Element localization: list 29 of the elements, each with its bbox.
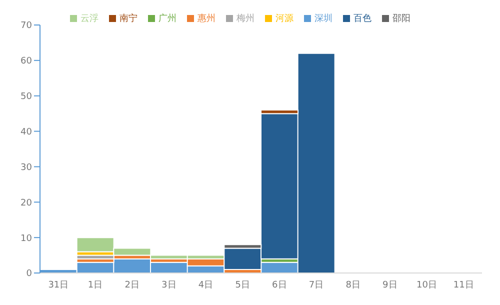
x-tick-label: 11日 <box>453 280 474 290</box>
x-tick-label: 10日 <box>416 280 437 290</box>
legend-label: 广州 <box>158 14 176 24</box>
y-tick-label: 70 <box>20 21 32 32</box>
legend-label: 南宁 <box>120 14 138 24</box>
y-tick-label: 50 <box>20 92 32 102</box>
x-tick-label: 9日 <box>382 280 398 290</box>
y-tick-label: 20 <box>20 198 32 208</box>
legend-label: 深圳 <box>314 14 332 24</box>
legend-label: 河源 <box>276 14 294 24</box>
y-tick-label: 60 <box>20 56 32 67</box>
legend-label: 梅州 <box>236 14 254 24</box>
x-tick-label: 6日 <box>272 280 287 290</box>
x-tick-label: 4日 <box>198 280 214 290</box>
y-tick-label: 0 <box>26 269 32 280</box>
x-tick-label: 2日 <box>124 280 140 290</box>
y-tick-label: 30 <box>20 162 32 173</box>
x-tick-label: 5日 <box>235 280 250 290</box>
x-tick-label: 7日 <box>308 280 324 290</box>
legend-label: 云浮 <box>80 14 98 24</box>
y-tick-label: 10 <box>20 234 32 244</box>
legend-label: 邵阳 <box>392 14 410 24</box>
x-tick-label: 31日 <box>48 280 69 290</box>
x-tick-label: 3日 <box>162 280 176 290</box>
y-tick-label: 40 <box>20 127 32 138</box>
legend-label: 百色 <box>354 14 372 24</box>
x-tick-label: 8日 <box>346 280 360 290</box>
legend-label: 惠州 <box>198 14 216 24</box>
x-tick-label: 1日 <box>88 280 103 290</box>
